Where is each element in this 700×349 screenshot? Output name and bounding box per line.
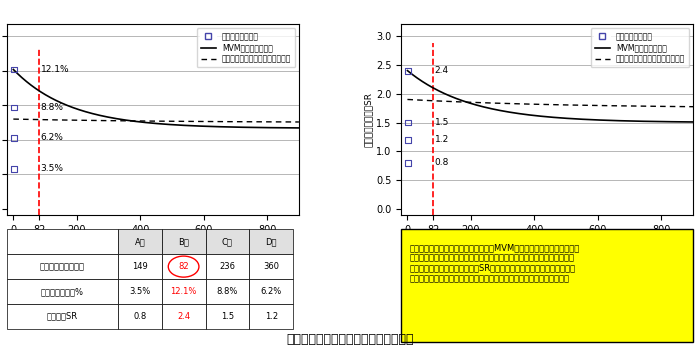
Legend: 個別ため池データ, MVMの優先順位付け, ランダム優先順位付けでの平均値: 個別ため池データ, MVMの優先順位付け, ランダム優先順位付けでの平均値 — [197, 28, 295, 67]
Text: 改修予算（百万円）: 改修予算（百万円） — [40, 262, 85, 271]
Text: 149: 149 — [132, 262, 148, 271]
Text: 改修予算に制約があっても、本手法（MVM）で優先順位付けすれば、ラ
ンダムな順位付けより、ため池群全体の改修事業収益率を高く（左図）、
収益率の変動可能性を低く: 改修予算に制約があっても、本手法（MVM）で優先順位付けすれば、ラ ンダムな順位… — [410, 243, 580, 283]
FancyBboxPatch shape — [401, 230, 693, 342]
Text: 12.1%: 12.1% — [170, 287, 197, 296]
Text: 12.1%: 12.1% — [41, 65, 69, 74]
FancyBboxPatch shape — [7, 304, 118, 328]
Point — [8, 166, 20, 171]
Text: 236: 236 — [219, 262, 235, 271]
Point — [8, 67, 20, 72]
Point — [402, 68, 414, 73]
Text: 0.8: 0.8 — [133, 312, 146, 321]
Point — [402, 137, 414, 143]
FancyBboxPatch shape — [162, 304, 206, 328]
Text: 1.5: 1.5 — [220, 312, 234, 321]
FancyBboxPatch shape — [249, 304, 293, 328]
FancyBboxPatch shape — [162, 279, 206, 304]
Text: 6.2%: 6.2% — [260, 287, 282, 296]
Text: 3.5%: 3.5% — [41, 164, 64, 173]
Legend: 個別ため池データ, MVMの優先順位付け, ランダム優先順位付けでの平均値: 個別ため池データ, MVMの優先順位付け, ランダム優先順位付けでの平均値 — [591, 28, 690, 67]
Point — [402, 160, 414, 166]
Text: 1.5: 1.5 — [435, 118, 449, 127]
Y-axis label: ため池群改修事業SR: ため池群改修事業SR — [364, 92, 373, 147]
FancyBboxPatch shape — [118, 230, 162, 254]
FancyBboxPatch shape — [249, 230, 293, 254]
Text: 改修事業収益率%: 改修事業収益率% — [41, 287, 84, 296]
X-axis label: 改修予算額（百万円）: 改修予算額（百万円） — [124, 240, 182, 250]
Text: 0.8: 0.8 — [435, 158, 449, 168]
Text: 2.4: 2.4 — [435, 66, 449, 75]
Point — [8, 135, 20, 140]
FancyBboxPatch shape — [206, 230, 249, 254]
FancyBboxPatch shape — [7, 254, 118, 279]
Point — [402, 120, 414, 125]
FancyBboxPatch shape — [206, 254, 249, 279]
FancyBboxPatch shape — [249, 254, 293, 279]
Text: B池: B池 — [178, 237, 189, 246]
FancyBboxPatch shape — [118, 304, 162, 328]
Text: 改修事業SR: 改修事業SR — [47, 312, 78, 321]
Text: 2.4: 2.4 — [177, 312, 190, 321]
FancyBboxPatch shape — [7, 279, 118, 304]
FancyBboxPatch shape — [118, 254, 162, 279]
X-axis label: 改修予算額（百万円）: 改修予算額（百万円） — [518, 240, 576, 250]
Text: 1.2: 1.2 — [435, 135, 449, 144]
FancyBboxPatch shape — [118, 279, 162, 304]
Text: 図１　４カ所のため池群での適用事例: 図１ ４カ所のため池群での適用事例 — [286, 333, 414, 346]
Text: 3.5%: 3.5% — [130, 287, 150, 296]
Point — [8, 105, 20, 110]
FancyBboxPatch shape — [206, 304, 249, 328]
Text: C池: C池 — [222, 237, 233, 246]
FancyBboxPatch shape — [249, 279, 293, 304]
FancyBboxPatch shape — [162, 230, 206, 254]
FancyBboxPatch shape — [7, 230, 118, 254]
FancyBboxPatch shape — [206, 279, 249, 304]
Text: D池: D池 — [265, 237, 277, 246]
FancyBboxPatch shape — [162, 254, 206, 279]
Text: 1.2: 1.2 — [265, 312, 278, 321]
Text: 360: 360 — [263, 262, 279, 271]
Text: A池: A池 — [134, 237, 145, 246]
Text: 8.8%: 8.8% — [41, 103, 64, 112]
Text: 6.2%: 6.2% — [41, 133, 64, 142]
Text: 82: 82 — [178, 262, 189, 271]
Text: 8.8%: 8.8% — [217, 287, 238, 296]
